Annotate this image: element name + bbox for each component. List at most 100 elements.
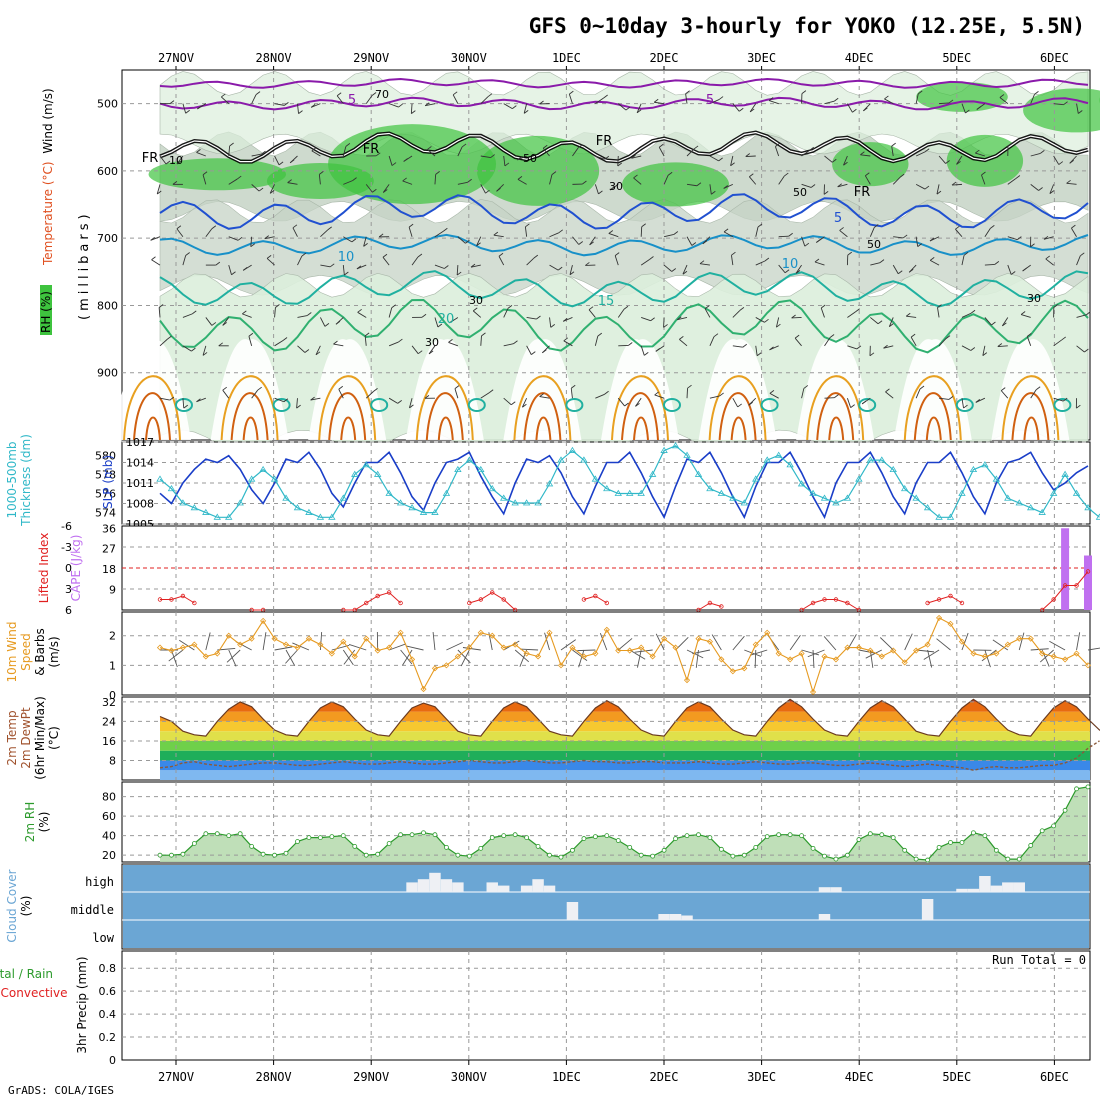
- wind-barb-10m: [732, 635, 745, 651]
- thickness-point: [648, 470, 657, 477]
- wind-speed-point: [1039, 650, 1046, 657]
- axis-title: Thickness (dm): [19, 434, 33, 527]
- wind-speed-point: [340, 638, 347, 645]
- axis-tick-label: 60: [102, 810, 116, 823]
- thickness-point: [603, 484, 611, 492]
- rh2m-point: [1085, 784, 1091, 790]
- axis-tick-label: 1008: [126, 498, 154, 511]
- wind-speed-point: [237, 641, 244, 648]
- temp2m-panel: 8 16 24 32 2m Temp 2m DewPt (6hr Min/Max) (°C): [5, 696, 1100, 781]
- temperature-contour-warm: [220, 375, 279, 441]
- wind-barb-flag: [310, 104, 316, 108]
- pressure-tick-label: 800: [97, 299, 118, 312]
- wind-barb: [228, 178, 238, 185]
- wind-barb-flag: [490, 154, 495, 158]
- wind-barb-flag: [713, 333, 719, 338]
- wind-barb: [434, 174, 437, 185]
- temperature-contour-hot: [816, 392, 855, 441]
- temperature-contour: [159, 298, 1089, 354]
- wind-barb: [595, 393, 605, 399]
- cloud-high-bar: [520, 885, 533, 892]
- wind-speed-point: [798, 650, 805, 657]
- rh-dry-lobe: [113, 339, 191, 440]
- wind-barb: [159, 155, 167, 165]
- rh2m-point: [764, 834, 770, 840]
- thickness-point: [1061, 470, 1069, 477]
- wind-speed-point: [947, 620, 954, 627]
- wind-barb-10m: [1030, 648, 1049, 651]
- wind-barb: [847, 103, 853, 113]
- thickness-point: [752, 475, 760, 482]
- wind-barb: [1030, 94, 1035, 104]
- wind-barb-10m: [823, 636, 837, 651]
- wind-barb-flag: [644, 351, 649, 356]
- temperature-contour-cell: [370, 398, 389, 412]
- wind-barb-flag: [742, 343, 748, 348]
- thickness-point: [408, 504, 416, 511]
- wind-barb-flag: [557, 266, 563, 271]
- wind-barb-flag: [211, 322, 217, 326]
- date-label-top: 2DEC: [650, 51, 679, 65]
- wind-barb-flag: [711, 190, 716, 195]
- wind-barb-flag: [749, 173, 754, 178]
- cloud-mid-bar: [921, 899, 934, 920]
- wind-barb: [860, 154, 871, 157]
- rh2m-point: [317, 835, 323, 841]
- wind-barb-flag: [523, 109, 529, 114]
- wind-speed-point: [1016, 635, 1023, 642]
- wind-barb: [961, 345, 972, 351]
- axis-tick-label: 0.4: [99, 1008, 117, 1021]
- rh2m-point: [799, 833, 804, 839]
- wind-barb-flag: [723, 228, 729, 233]
- wind-barb-flag: [382, 189, 388, 193]
- wind-barb-10m: [400, 649, 413, 665]
- wind-barb-flag: [951, 181, 957, 186]
- rh2m-point: [157, 852, 163, 858]
- wind-speed-point: [363, 635, 370, 642]
- wind-barb-flag: [444, 265, 449, 269]
- wind-barb-10m: [405, 645, 424, 651]
- wind-barb: [961, 398, 964, 409]
- temperature-contour-cell: [565, 398, 584, 412]
- cloud-high-bar: [967, 888, 980, 892]
- wind-barb-flag: [319, 171, 324, 175]
- wind-speed-point: [1050, 653, 1057, 660]
- thickness-point: [270, 475, 279, 482]
- wind-barb: [563, 340, 573, 347]
- wind-barb-flag: [158, 304, 164, 308]
- wind-barb-flag: [364, 332, 370, 337]
- li-point: [707, 600, 713, 606]
- wind-speed-point: [649, 653, 656, 660]
- wind-barb-flag: [589, 241, 594, 246]
- thickness-point: [591, 475, 600, 482]
- wind-barb-flag: [1030, 243, 1035, 248]
- wind-barb: [402, 180, 413, 185]
- wind-barb: [425, 103, 436, 107]
- rh2m-point: [169, 852, 174, 858]
- wind-barb-10m: [1076, 632, 1081, 651]
- thickness-point: [1015, 499, 1023, 506]
- wind-barb: [997, 345, 1008, 347]
- rh-shading: [113, 71, 1100, 451]
- temperature-contour-warm: [903, 375, 962, 441]
- wind-barb: [824, 155, 833, 163]
- wind-barb: [503, 155, 506, 166]
- thickness-point: [431, 508, 439, 515]
- wind-barb-flag: [809, 146, 815, 151]
- wind-barb: [778, 175, 785, 185]
- wind-barb: [938, 155, 946, 164]
- wind-barb: [663, 175, 669, 185]
- wind-barb-flag: [329, 263, 335, 268]
- wind-barb-flag: [476, 242, 481, 247]
- wind-barb-flag: [196, 398, 201, 403]
- wind-barb-10m: [637, 649, 642, 668]
- wind-barb-flag: [222, 322, 227, 326]
- wind-barb-flag: [699, 260, 705, 265]
- wind-barb: [709, 155, 719, 162]
- rh2m-point: [776, 832, 782, 838]
- thickness-point: [1049, 489, 1058, 496]
- wind-barb-flag: [625, 106, 631, 111]
- wind-barb-flag: [1069, 159, 1074, 164]
- wind-barb: [315, 345, 321, 356]
- wind-barb-flag: [1085, 311, 1091, 316]
